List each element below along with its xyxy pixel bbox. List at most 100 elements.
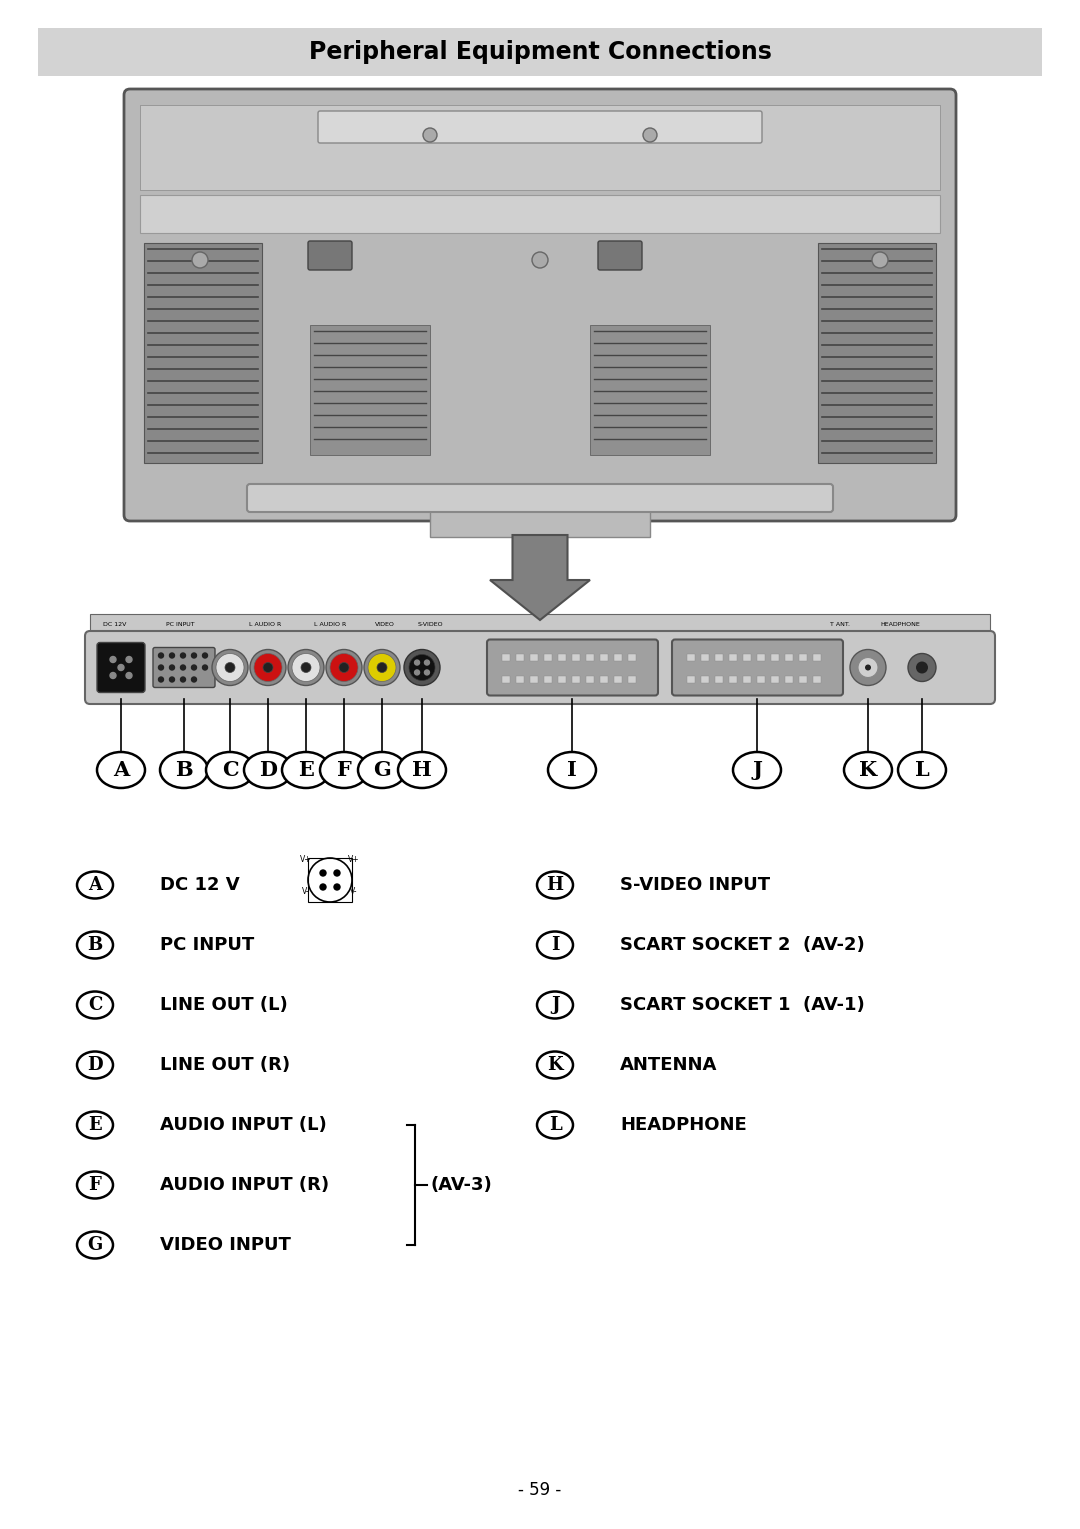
Text: A: A	[87, 876, 102, 894]
FancyBboxPatch shape	[516, 676, 524, 682]
FancyBboxPatch shape	[600, 676, 608, 682]
FancyBboxPatch shape	[308, 242, 352, 271]
Text: V-: V-	[350, 887, 357, 896]
Circle shape	[364, 650, 400, 685]
Ellipse shape	[357, 752, 406, 787]
Text: I: I	[551, 936, 559, 954]
FancyBboxPatch shape	[530, 676, 538, 682]
Ellipse shape	[282, 752, 330, 787]
Circle shape	[908, 653, 936, 682]
Text: D: D	[87, 1057, 103, 1073]
Ellipse shape	[77, 931, 113, 959]
Text: L AUDIO R: L AUDIO R	[248, 622, 281, 627]
Circle shape	[180, 677, 186, 682]
Text: VIDEO INPUT: VIDEO INPUT	[160, 1235, 291, 1254]
Circle shape	[424, 670, 430, 674]
Text: AUDIO INPUT (R): AUDIO INPUT (R)	[160, 1176, 329, 1194]
Circle shape	[850, 650, 886, 685]
Circle shape	[292, 653, 320, 682]
Ellipse shape	[77, 991, 113, 1018]
Text: C: C	[221, 760, 239, 780]
Text: L: L	[549, 1116, 562, 1135]
Text: ANTENNA: ANTENNA	[620, 1057, 717, 1073]
Text: H: H	[413, 760, 432, 780]
Ellipse shape	[77, 1052, 113, 1078]
FancyBboxPatch shape	[144, 243, 262, 463]
Text: AUDIO INPUT (L): AUDIO INPUT (L)	[160, 1116, 327, 1135]
FancyBboxPatch shape	[97, 642, 145, 693]
Text: V+: V+	[348, 855, 360, 864]
FancyBboxPatch shape	[785, 653, 793, 661]
Text: T ANT.: T ANT.	[831, 622, 850, 627]
FancyBboxPatch shape	[600, 653, 608, 661]
Ellipse shape	[537, 1052, 573, 1078]
Text: SCART SOCKET 1  (AV-1): SCART SOCKET 1 (AV-1)	[620, 995, 865, 1014]
Text: S-VIDEO: S-VIDEO	[417, 622, 443, 627]
FancyBboxPatch shape	[715, 676, 723, 682]
FancyBboxPatch shape	[785, 676, 793, 682]
Text: K: K	[859, 760, 877, 780]
Text: DC 12 V: DC 12 V	[160, 876, 240, 894]
FancyBboxPatch shape	[430, 508, 650, 537]
FancyBboxPatch shape	[38, 28, 1042, 76]
Text: HEADPHONE: HEADPHONE	[620, 1116, 746, 1135]
Ellipse shape	[537, 991, 573, 1018]
FancyBboxPatch shape	[743, 653, 751, 661]
Circle shape	[191, 677, 197, 682]
FancyBboxPatch shape	[153, 647, 215, 688]
Text: L: L	[915, 760, 930, 780]
Text: V-: V-	[302, 887, 310, 896]
FancyBboxPatch shape	[318, 112, 762, 144]
Ellipse shape	[897, 752, 946, 787]
FancyBboxPatch shape	[813, 676, 821, 682]
Ellipse shape	[537, 1112, 573, 1139]
Circle shape	[170, 653, 175, 657]
Text: LINE OUT (L): LINE OUT (L)	[160, 995, 287, 1014]
Text: I: I	[567, 760, 577, 780]
FancyBboxPatch shape	[516, 653, 524, 661]
FancyBboxPatch shape	[771, 676, 779, 682]
Circle shape	[423, 128, 437, 142]
Circle shape	[368, 653, 396, 682]
Circle shape	[191, 653, 197, 657]
FancyBboxPatch shape	[799, 676, 807, 682]
FancyBboxPatch shape	[487, 639, 658, 696]
Text: J: J	[752, 760, 761, 780]
Circle shape	[192, 252, 208, 268]
Text: K: K	[548, 1057, 563, 1073]
Circle shape	[110, 656, 116, 662]
Circle shape	[126, 656, 132, 662]
Circle shape	[301, 662, 311, 673]
FancyBboxPatch shape	[544, 676, 552, 682]
FancyBboxPatch shape	[687, 676, 696, 682]
Circle shape	[159, 665, 163, 670]
FancyBboxPatch shape	[140, 196, 940, 232]
FancyBboxPatch shape	[701, 676, 708, 682]
Circle shape	[916, 662, 928, 673]
Circle shape	[532, 252, 548, 268]
FancyBboxPatch shape	[590, 326, 710, 456]
FancyBboxPatch shape	[247, 485, 833, 512]
Text: V+: V+	[300, 855, 312, 864]
FancyBboxPatch shape	[544, 653, 552, 661]
Text: HEADPHONE: HEADPHONE	[880, 622, 920, 627]
Circle shape	[320, 884, 326, 890]
FancyBboxPatch shape	[715, 653, 723, 661]
Text: F: F	[337, 760, 351, 780]
Circle shape	[159, 677, 163, 682]
Text: (AV-3): (AV-3)	[431, 1176, 492, 1194]
FancyBboxPatch shape	[672, 639, 843, 696]
Text: B: B	[175, 760, 193, 780]
Circle shape	[264, 662, 273, 673]
Text: - 59 -: - 59 -	[518, 1482, 562, 1498]
Text: Peripheral Equipment Connections: Peripheral Equipment Connections	[309, 40, 771, 64]
Text: E: E	[298, 760, 314, 780]
Text: PC INPUT: PC INPUT	[160, 936, 254, 954]
Circle shape	[334, 870, 340, 876]
Circle shape	[170, 665, 175, 670]
Ellipse shape	[733, 752, 781, 787]
Circle shape	[415, 661, 419, 665]
FancyBboxPatch shape	[502, 653, 510, 661]
Circle shape	[415, 670, 419, 674]
Text: VIDEO: VIDEO	[375, 622, 395, 627]
